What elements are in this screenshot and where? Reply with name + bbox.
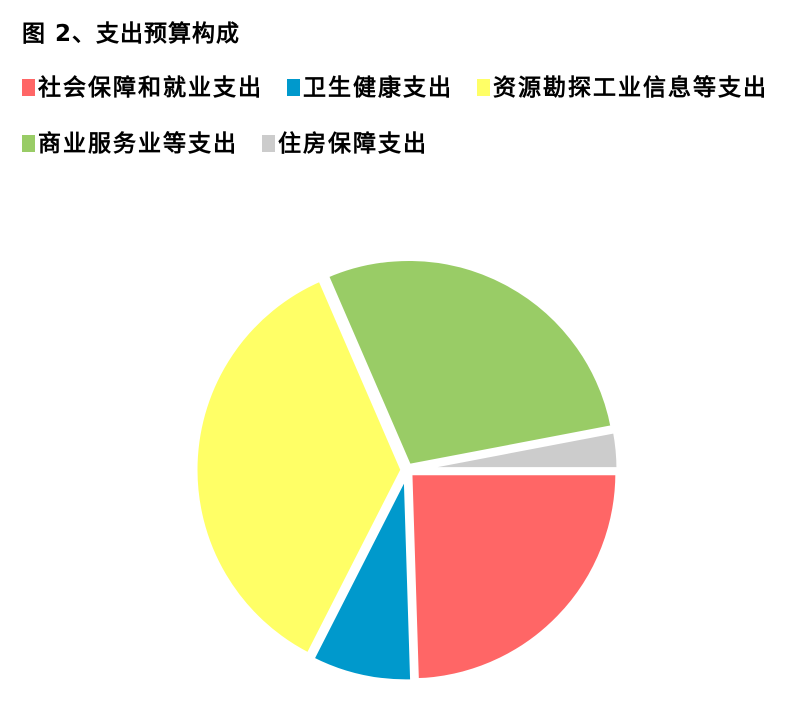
pie-slice <box>410 427 622 473</box>
legend-swatch <box>22 79 35 96</box>
legend-swatch <box>262 135 275 152</box>
legend-label: 卫生健康支出 <box>303 75 453 101</box>
legend: 社会保障和就业支出 卫生健康支出 资源勘探工业信息等支出商业服务业等支出 住房保障支出 <box>22 60 792 172</box>
legend-label: 商业服务业等支出 <box>38 131 238 157</box>
pie-slice <box>407 470 621 684</box>
legend-swatch <box>477 79 490 96</box>
legend-item: 住房保障支出 <box>262 131 428 157</box>
chart-title: 图 2、支出预算构成 <box>22 21 241 47</box>
legend-label: 资源勘探工业信息等支出 <box>493 75 768 101</box>
legend-item: 商业服务业等支出 <box>22 131 238 157</box>
legend-item: 资源勘探工业信息等支出 <box>477 75 768 101</box>
legend-item: 社会保障和就业支出 <box>22 75 263 101</box>
legend-swatch <box>22 135 35 152</box>
pie-slice <box>322 255 617 470</box>
pie-slice <box>308 472 416 685</box>
legend-item: 卫生健康支出 <box>287 75 453 101</box>
legend-label: 社会保障和就业支出 <box>38 75 263 101</box>
legend-swatch <box>287 79 300 96</box>
legend-label: 住房保障支出 <box>278 131 428 157</box>
pie-slice <box>192 275 406 659</box>
